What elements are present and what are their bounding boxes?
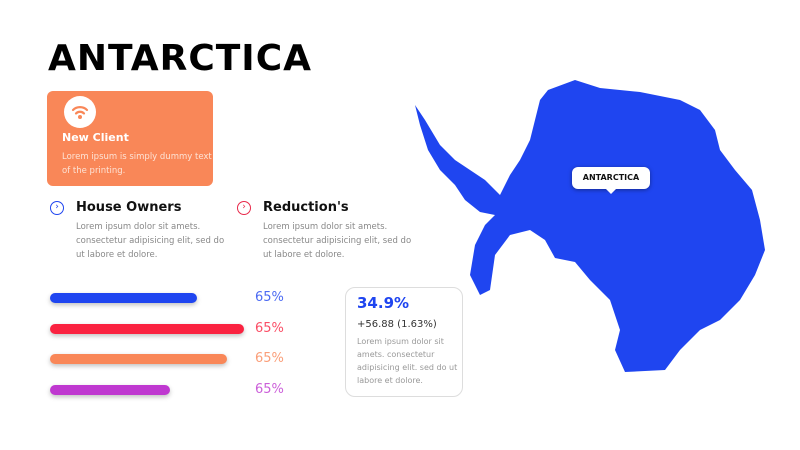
progress-label: 65% <box>255 381 284 397</box>
wifi-icon <box>64 96 96 128</box>
progress-bar <box>50 293 198 303</box>
progress-bar <box>50 384 171 395</box>
feature-text: Lorem ipsum dolor sit amets. consectetur… <box>76 222 225 260</box>
feature-text: Lorem ipsum dolor sit amets. consectetur… <box>263 222 412 260</box>
card-text: Lorem ipsum is simply dummy text of the … <box>62 152 212 176</box>
feature-title: House Owners <box>76 200 182 215</box>
card-heading: New Client <box>62 131 129 144</box>
antarctica-shape <box>415 80 765 372</box>
feature-title: Reduction's <box>263 200 349 215</box>
stat-text: Lorem ipsum dolor sit amets. consectetur… <box>357 337 458 385</box>
map-label: ANTARCTICA <box>572 167 650 194</box>
page-title: ANTARCTICA <box>48 38 312 79</box>
progress-bar <box>50 354 227 364</box>
stat-change: +56.88 (1.63%) <box>357 319 437 330</box>
progress-label: 65% <box>255 320 284 336</box>
stat-value: 34.9% <box>357 294 410 312</box>
progress-label: 65% <box>255 351 284 366</box>
stat-card: 34.9% +56.88 (1.63%) Lorem ipsum dolor s… <box>345 287 463 397</box>
progress-label: 65% <box>255 290 284 305</box>
chevron-right-circle-icon: › <box>237 201 251 215</box>
new-client-card: New Client Lorem ipsum is simply dummy t… <box>47 91 213 186</box>
progress-bar <box>50 323 244 334</box>
chevron-right-circle-icon: › <box>50 201 64 215</box>
